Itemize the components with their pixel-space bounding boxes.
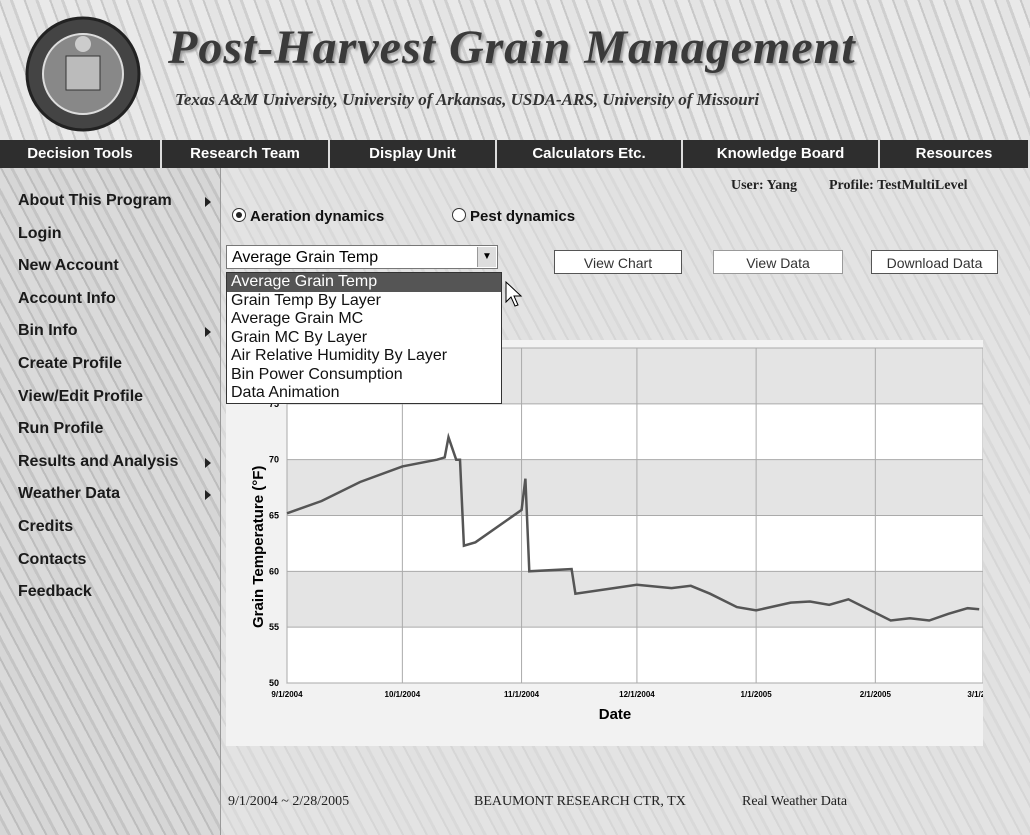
submenu-arrow [205, 490, 211, 500]
x-tick-label: 3/1/2005 [967, 690, 983, 699]
site-subtitle: Texas A&M University, University of Arka… [175, 90, 759, 110]
radio-label: Aeration dynamics [250, 208, 384, 225]
radio-aeration[interactable]: Aeration dynamics [232, 208, 384, 225]
university-seal [18, 14, 148, 134]
x-tick-label: 1/1/2005 [741, 690, 773, 699]
select-option[interactable]: Average Grain Temp [227, 273, 501, 292]
select-arrow[interactable]: ▼ [477, 247, 496, 267]
sidebar-link[interactable]: Run Profile [18, 420, 103, 438]
x-tick-label: 11/1/2004 [504, 690, 540, 699]
sidebar-link[interactable]: Feedback [18, 583, 92, 601]
nav-item[interactable]: Calculators Etc. [497, 140, 683, 168]
site-title: Post-Harvest Grain Management [168, 20, 856, 75]
x-tick-label: 9/1/2004 [271, 690, 303, 699]
weather-source: Real Weather Data [742, 794, 847, 810]
sidebar-link[interactable]: Results and Analysis [18, 453, 178, 471]
grid-band [287, 460, 983, 516]
view-data-button[interactable]: View Data [713, 250, 843, 274]
sidebar-link[interactable]: Create Profile [18, 355, 122, 373]
sidebar: About This Program Login New Account Accoun… [0, 168, 221, 835]
header: Post-Harvest Grain Management Texas A&M … [0, 0, 1030, 140]
radio-pest[interactable]: Pest dynamics [452, 208, 575, 225]
sidebar-link[interactable]: Account Info [18, 290, 116, 308]
sidebar-link[interactable]: Weather Data [18, 485, 120, 503]
sidebar-link[interactable]: Login [18, 225, 62, 243]
select-option[interactable]: Bin Power Consumption [227, 366, 501, 385]
sidebar-link[interactable]: Contacts [18, 551, 86, 569]
grid-band [287, 571, 983, 627]
submenu-arrow [205, 197, 211, 207]
select-option[interactable]: Average Grain MC [227, 310, 501, 329]
y-tick-label: 65 [269, 511, 279, 521]
mouse-cursor [504, 280, 524, 310]
y-tick-label: 50 [269, 678, 279, 688]
nav-item[interactable]: Knowledge Board [683, 140, 880, 168]
date-range: 9/1/2004 ~ 2/28/2005 [228, 794, 349, 810]
select-option[interactable]: Air Relative Humidity By Layer [227, 347, 501, 366]
sidebar-link[interactable]: Credits [18, 518, 73, 536]
select-option[interactable]: Data Animation [227, 384, 501, 403]
select-option[interactable]: Grain MC By Layer [227, 329, 501, 348]
sidebar-link[interactable]: Bin Info [18, 322, 78, 340]
x-tick-label: 2/1/2005 [860, 690, 892, 699]
x-tick-label: 12/1/2004 [619, 690, 655, 699]
select-value: Average Grain Temp [232, 249, 378, 266]
user-label: User: Yang [731, 178, 797, 194]
screen: Post-Harvest Grain Management Texas A&M … [0, 0, 1030, 835]
station: BEAUMONT RESEARCH CTR, TX [474, 794, 686, 810]
chart-select[interactable]: Average Grain Temp ▼ [226, 245, 498, 269]
submenu-arrow [205, 458, 211, 468]
x-tick-label: 10/1/2004 [385, 690, 421, 699]
nav-item[interactable]: Decision Tools [0, 140, 162, 168]
sidebar-link[interactable]: New Account [18, 257, 119, 275]
y-tick-label: 60 [269, 566, 279, 576]
download-data-button[interactable]: Download Data [871, 250, 998, 274]
y-tick-label: 55 [269, 622, 279, 632]
radio-label: Pest dynamics [470, 208, 575, 225]
y-tick-label: 70 [269, 455, 279, 465]
x-axis-title: Date [599, 706, 632, 723]
profile-label: Profile: TestMultiLevel [829, 178, 968, 194]
view-chart-button[interactable]: View Chart [554, 250, 682, 274]
nav-item[interactable]: Display Unit [330, 140, 497, 168]
sidebar-link[interactable]: View/Edit Profile [18, 388, 143, 406]
sidebar-link[interactable]: About This Program [18, 192, 172, 210]
select-option[interactable]: Grain Temp By Layer [227, 292, 501, 311]
y-axis-title: Grain Temperature (°F) [250, 466, 267, 628]
nav-item[interactable]: Resources [880, 140, 1030, 168]
submenu-arrow [205, 327, 211, 337]
nav-item[interactable]: Research Team [162, 140, 330, 168]
